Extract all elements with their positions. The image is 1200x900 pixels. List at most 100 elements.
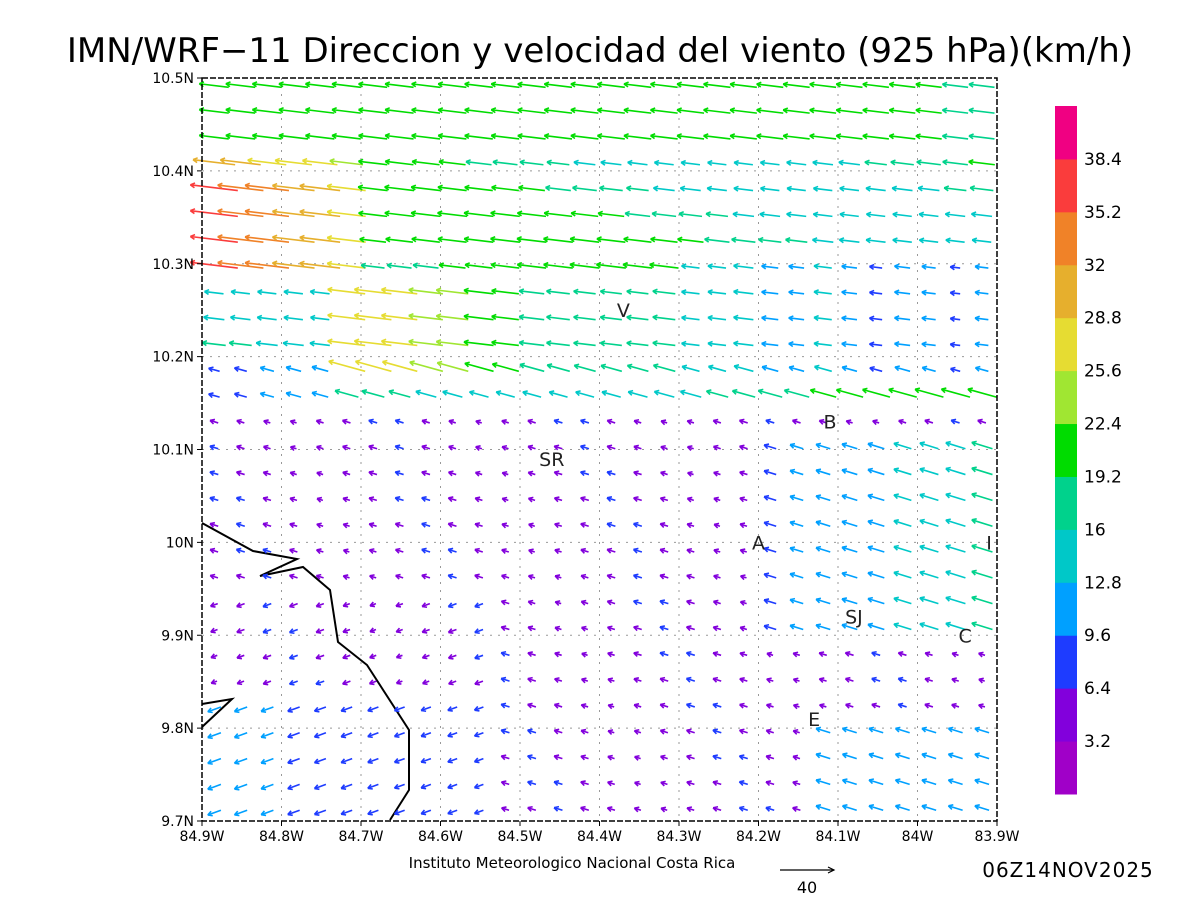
wind-vector: [278, 81, 309, 89]
vector-head: [943, 185, 950, 189]
vector-shaft: [730, 109, 757, 114]
vector-shaft: [758, 238, 782, 243]
vector-shaft: [354, 314, 392, 321]
wind-vector: [659, 599, 669, 606]
vector-head: [384, 210, 390, 214]
wind-vector: [763, 469, 777, 476]
vector-head: [464, 81, 470, 85]
wind-vector: [263, 419, 271, 426]
vector-head: [327, 338, 333, 342]
vector-head: [447, 602, 453, 608]
wind-vector: [686, 599, 695, 606]
vector-shaft: [260, 366, 275, 373]
wind-vector: [974, 289, 989, 296]
wind-vector: [862, 107, 889, 114]
vector-shaft: [220, 159, 261, 166]
vector-head: [358, 132, 364, 137]
wind-vector: [947, 752, 963, 760]
vector-head: [573, 159, 579, 163]
vector-head: [739, 728, 745, 732]
vector-head: [760, 159, 766, 164]
vector-head: [491, 287, 497, 292]
vector-shaft: [783, 134, 810, 140]
vector-head: [573, 314, 579, 318]
vector-head: [209, 521, 216, 525]
wind-vector: [978, 677, 985, 684]
wind-vector: [897, 651, 907, 657]
colorbar-label: 25.6: [1084, 362, 1122, 382]
wind-vector: [974, 365, 989, 373]
vector-shaft: [942, 83, 969, 89]
colorbar-label: 38.4: [1084, 150, 1122, 170]
wind-vector: [915, 107, 942, 114]
wind-vector: [756, 133, 784, 140]
vector-shaft: [867, 468, 885, 476]
wind-vector: [951, 651, 959, 658]
vector-head: [713, 573, 719, 577]
vector-head: [835, 133, 842, 137]
vector-head: [543, 236, 549, 240]
wind-vector: [763, 443, 777, 450]
wind-vector: [311, 364, 329, 373]
wind-vector: [380, 312, 418, 321]
vector-shaft: [841, 623, 858, 631]
vector-head: [210, 573, 216, 577]
wind-vector: [921, 365, 936, 373]
colorbar-swatch: [1055, 476, 1077, 530]
vector-head: [260, 732, 266, 738]
vector-head: [866, 211, 872, 215]
wind-vector: [841, 519, 858, 527]
vector-head: [263, 419, 269, 422]
vector-head: [464, 262, 471, 266]
vector-head: [971, 595, 977, 599]
vector-head: [448, 470, 454, 473]
wind-vector: [570, 81, 599, 89]
vector-shaft: [649, 263, 679, 269]
wind-vector: [384, 81, 414, 89]
wind-vector: [869, 289, 883, 296]
wind-vector: [411, 236, 440, 243]
wind-vector: [835, 81, 863, 89]
vector-shaft: [327, 185, 366, 192]
wind-vector: [632, 599, 643, 606]
vector-head: [421, 602, 426, 608]
vector-shaft: [813, 213, 833, 218]
vector-shaft: [355, 360, 392, 373]
vector-head: [305, 107, 311, 111]
vector-shaft: [676, 134, 705, 140]
vector-head: [951, 418, 957, 422]
vector-head: [867, 467, 874, 471]
vector-head: [893, 544, 899, 548]
vector-head: [225, 81, 231, 85]
wind-vector: [893, 441, 912, 450]
wind-vector: [580, 754, 589, 761]
colorbar-swatch: [1055, 211, 1077, 266]
wind-vector: [650, 236, 678, 243]
vector-shaft: [784, 389, 810, 398]
wind-vector: [437, 210, 468, 218]
vector-shaft: [225, 134, 256, 140]
wind-vector: [763, 572, 777, 579]
wind-vector: [500, 573, 510, 580]
vector-head: [789, 442, 796, 446]
wind-vector: [283, 288, 303, 296]
wind-vector: [262, 547, 272, 554]
wind-vector: [763, 494, 777, 502]
vector-shaft: [415, 390, 437, 398]
vector-head: [473, 757, 479, 763]
vector-head: [546, 314, 552, 318]
vector-head: [384, 81, 391, 85]
wind-vector: [285, 365, 302, 373]
vector-shaft: [842, 727, 857, 734]
wind-vector: [968, 158, 995, 166]
wind-vector: [369, 574, 377, 580]
vector-head: [660, 702, 666, 706]
wind-vector: [236, 444, 245, 451]
vector-head: [233, 758, 239, 764]
wind-vector: [394, 418, 404, 425]
wind-vector: [357, 158, 388, 166]
vector-head: [660, 419, 667, 422]
wind-vector: [893, 596, 912, 605]
vector-head: [792, 754, 799, 758]
wind-vector: [945, 466, 966, 476]
